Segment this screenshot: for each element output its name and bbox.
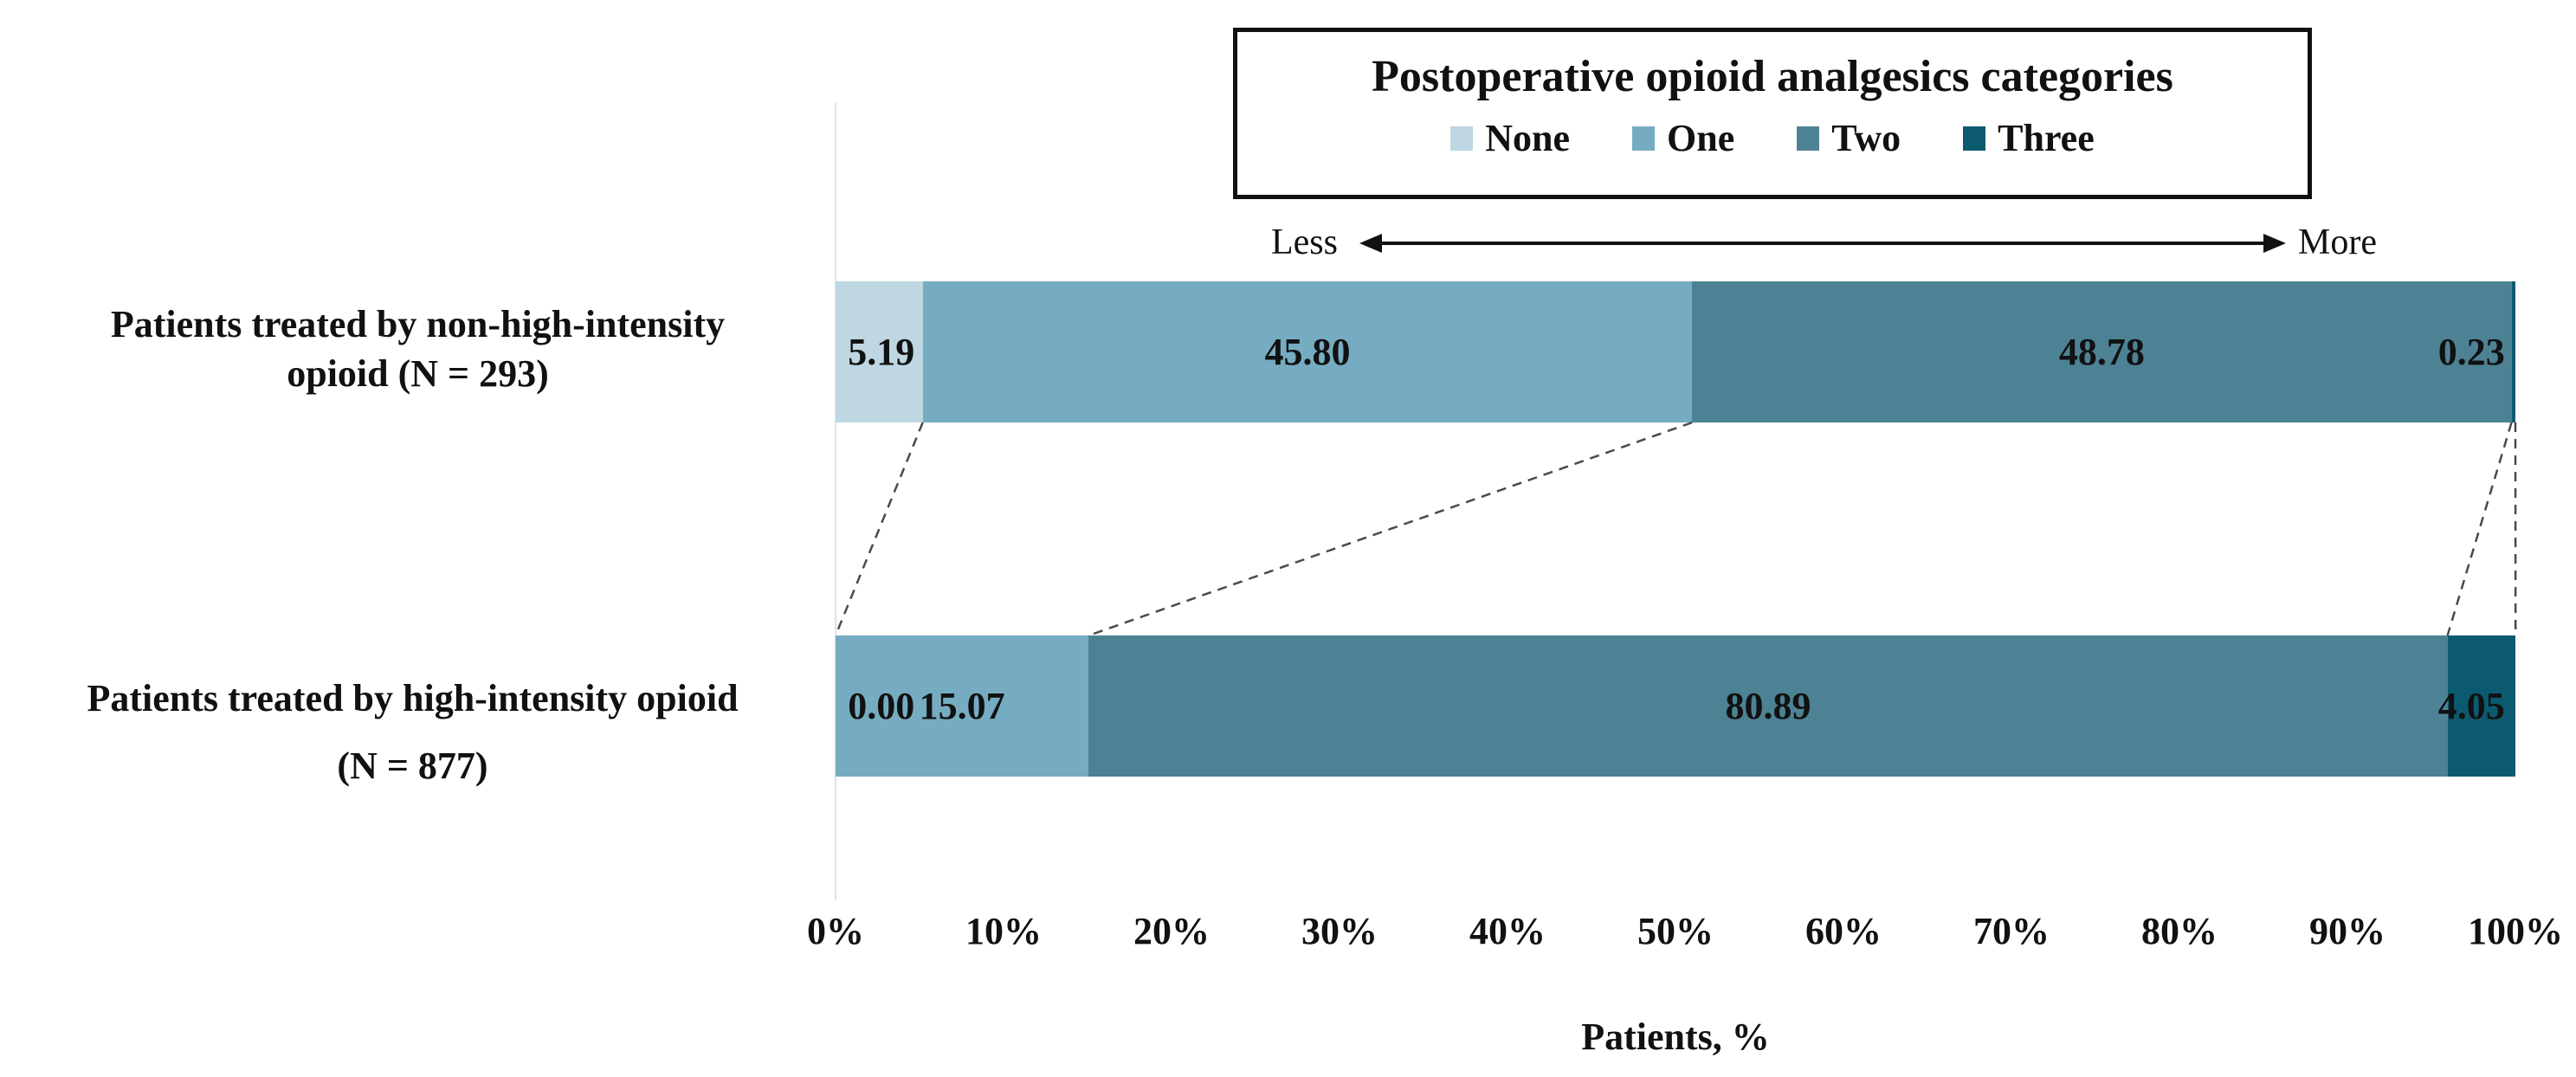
category-label-line: opioid (N = 293) — [287, 352, 549, 395]
x-tick-label: 60% — [1805, 910, 1882, 952]
legend-item-three: Three — [1963, 116, 2095, 160]
legend-swatch-icon — [1963, 126, 1986, 151]
legend-items: None One Two Three — [1237, 116, 2308, 160]
bar1-segment-two — [1692, 281, 2512, 422]
legend-item-none: None — [1450, 116, 1570, 160]
legend-item-label: Two — [1831, 117, 1901, 159]
bar1-segment-three — [2511, 281, 2515, 422]
legend-item-two: Two — [1797, 116, 1901, 160]
bar1-segment-none — [836, 281, 923, 422]
legend-item-one: One — [1632, 116, 1734, 160]
arrow-right-head-icon — [2263, 234, 2286, 253]
bar2-segment-three — [2447, 635, 2516, 777]
legend-item-label: None — [1485, 117, 1571, 159]
x-tick-label: 70% — [1973, 910, 2050, 952]
value-label-two: 48.78 — [2058, 331, 2145, 373]
y-axis-line — [835, 102, 836, 900]
more-annotation-label: More — [2298, 222, 2377, 262]
legend-swatch-icon — [1632, 126, 1656, 151]
bar2-segment-one — [836, 635, 1089, 777]
arrow-left-head-icon — [1359, 234, 1382, 253]
connector-line-none — [834, 422, 924, 636]
less-annotation-label: Less — [1271, 222, 1338, 262]
bar1-segment-one — [922, 281, 1693, 422]
value-label-two: 80.89 — [1725, 685, 1811, 727]
value-label-one: 45.80 — [1264, 331, 1351, 373]
value-label-three: 4.05 — [2437, 685, 2505, 727]
value-label-none: 5.19 — [848, 331, 915, 373]
x-tick-label: 90% — [2309, 910, 2386, 952]
less-more-arrow-shaft — [1380, 242, 2265, 245]
bar2-segment-two — [1088, 635, 2448, 777]
connector-line-one — [1088, 421, 1693, 637]
legend-box: Postoperative opioid analgesics categori… — [1233, 28, 2312, 199]
value-label-three: 0.23 — [2437, 331, 2505, 373]
category-label-line: Patients treated by high-intensity opioi… — [87, 677, 739, 719]
category-label-line: Patients treated by non-high-intensity — [110, 303, 726, 345]
x-tick-label: 20% — [1133, 910, 1210, 952]
x-tick-label: 30% — [1301, 910, 1378, 952]
category-label-1: Patients treated by non-high-intensity op… — [17, 300, 818, 398]
legend-item-label: Three — [1998, 117, 2095, 159]
legend-swatch-icon — [1797, 126, 1820, 151]
legend-swatch-icon — [1450, 126, 1474, 151]
x-tick-label: 50% — [1637, 910, 1714, 952]
x-tick-label: 100% — [2468, 910, 2563, 952]
value-label-none: 0.00 — [848, 685, 915, 727]
legend-item-label: One — [1667, 117, 1735, 159]
legend-title: Postoperative opioid analgesics categori… — [1372, 52, 2173, 101]
x-tick-label: 10% — [965, 910, 1042, 952]
x-axis-title: Patients, % — [1581, 1016, 1770, 1058]
x-tick-label: 80% — [2141, 910, 2218, 952]
category-label-2: Patients treated by high-intensity opioi… — [7, 665, 818, 800]
value-label-one: 15.07 — [919, 685, 1005, 727]
x-tick-label: 0% — [807, 910, 864, 952]
connector-line-two — [2446, 422, 2513, 636]
category-label-line: (N = 877) — [337, 745, 488, 787]
x-tick-label: 40% — [1469, 910, 1546, 952]
